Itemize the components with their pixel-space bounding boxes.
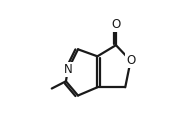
Text: N: N <box>63 63 72 76</box>
Text: O: O <box>126 54 135 67</box>
Text: O: O <box>111 18 121 31</box>
